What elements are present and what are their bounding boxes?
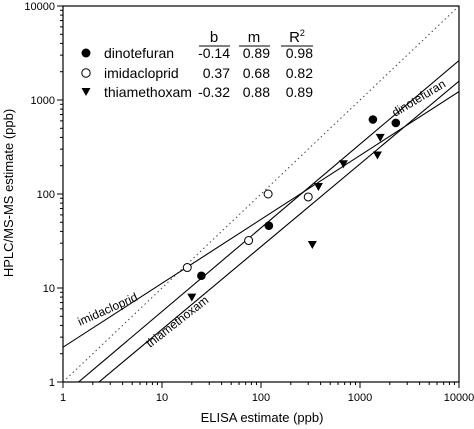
point-dinotefuran bbox=[197, 271, 206, 281]
stat-m-imidacloprid: 0.68 bbox=[243, 65, 270, 81]
y-tick-label-0: 1 bbox=[49, 377, 55, 389]
x-tick-label-0: 1 bbox=[60, 392, 66, 404]
stat-r2-thiamethoxam: 0.89 bbox=[286, 84, 313, 100]
reference-line-1to1 bbox=[63, 6, 459, 382]
point-imidacloprid bbox=[263, 189, 273, 199]
y-tick-label-2: 100 bbox=[37, 189, 55, 201]
x-tick-label-1: 10 bbox=[156, 392, 168, 404]
x-tick-label-4: 10000 bbox=[444, 392, 474, 404]
stat-b-dinotefuran: -0.14 bbox=[198, 45, 230, 61]
fit-line-dinotefuran bbox=[77, 60, 459, 382]
stat-m-dinotefuran: 0.89 bbox=[243, 45, 270, 61]
x-axis-title: ELISA estimate (ppb) bbox=[201, 410, 324, 425]
legend-label-dinotefuran: dinotefuran bbox=[104, 45, 174, 61]
legend-marker-dinotefuran bbox=[81, 48, 91, 58]
axes: 1 10 100 1000 10000 1 10 100 1000 10000 bbox=[24, 1, 474, 404]
data-points bbox=[182, 115, 401, 302]
point-thiamethoxam bbox=[187, 293, 197, 302]
point-dinotefuran bbox=[368, 115, 378, 124]
point-imidacloprid bbox=[244, 236, 254, 246]
legend-label-thiamethoxam: thiamethoxam bbox=[104, 84, 192, 100]
x-tick-label-3: 1000 bbox=[348, 392, 372, 404]
stat-header-m: m bbox=[248, 29, 261, 46]
point-thiamethoxam bbox=[338, 160, 348, 169]
legend-marker-imidacloprid bbox=[81, 68, 91, 78]
stat-r2-imidacloprid: 0.82 bbox=[286, 65, 313, 81]
legend-label-imidacloprid: imidacloprid bbox=[104, 65, 179, 81]
stat-b-thiamethoxam: -0.32 bbox=[198, 84, 230, 100]
fit-line-thiamethoxam bbox=[98, 80, 459, 382]
y-axis-title: HPLC/MS-MS estimate (ppb) bbox=[1, 109, 16, 277]
point-thiamethoxam bbox=[313, 183, 323, 192]
line-label-thiamethoxam: thiamethoxam bbox=[143, 293, 211, 350]
point-thiamethoxam bbox=[372, 151, 382, 160]
point-dinotefuran bbox=[264, 221, 274, 231]
point-thiamethoxam bbox=[375, 133, 385, 142]
x-tick-label-2: 100 bbox=[252, 392, 270, 404]
y-tick-label-4: 10000 bbox=[24, 1, 55, 13]
fit-lines bbox=[63, 6, 459, 382]
line-label-imidacloprid: imidacloprid bbox=[76, 290, 140, 329]
legend: b m R2 dinotefuran -0.14 0.89 0.98 imida… bbox=[81, 28, 313, 100]
fit-line-imidacloprid bbox=[63, 91, 459, 348]
point-thiamethoxam bbox=[307, 241, 317, 250]
y-tick-label-1: 10 bbox=[43, 283, 55, 295]
point-imidacloprid bbox=[303, 192, 313, 202]
stat-b-imidacloprid: 0.37 bbox=[203, 65, 230, 81]
legend-marker-thiamethoxam bbox=[81, 88, 91, 96]
point-dinotefuran bbox=[391, 118, 401, 128]
stat-m-thiamethoxam: 0.88 bbox=[243, 84, 270, 100]
point-imidacloprid bbox=[182, 263, 192, 273]
stat-header-b: b bbox=[210, 29, 218, 46]
stat-r2-dinotefuran: 0.98 bbox=[286, 45, 313, 61]
stat-header-r2: R2 bbox=[289, 28, 305, 46]
y-tick-label-3: 1000 bbox=[31, 95, 55, 107]
